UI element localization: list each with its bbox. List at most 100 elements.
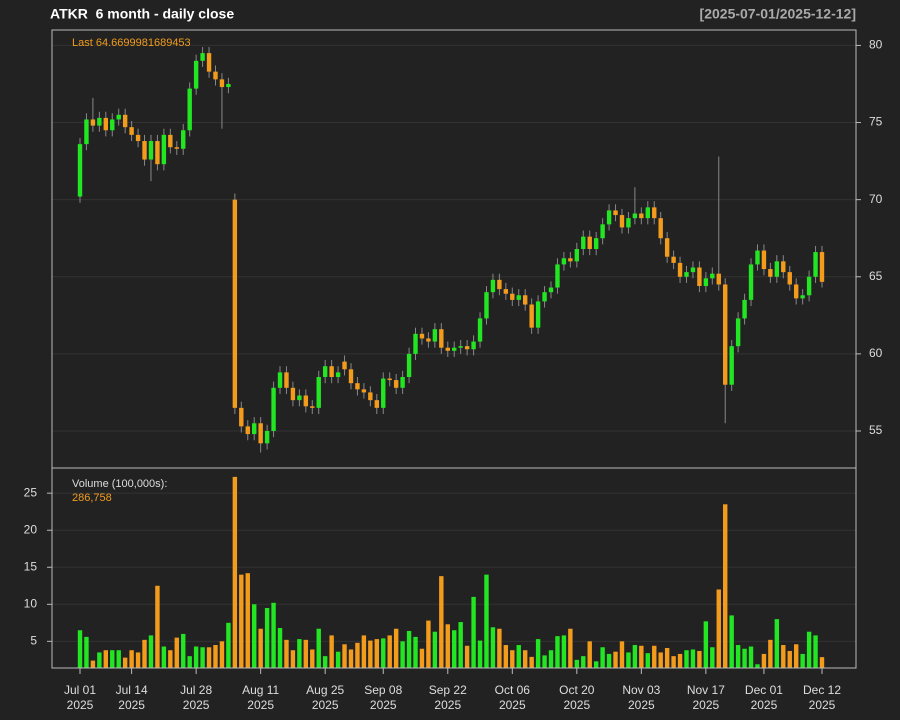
y-tick-label: 60	[869, 346, 883, 360]
x-tick-label: Sep 08	[364, 683, 402, 697]
candle-body	[90, 119, 96, 126]
volume-bar	[206, 647, 212, 668]
candle-body	[368, 392, 373, 401]
volume-bar	[387, 635, 392, 668]
volume-bar	[148, 635, 154, 668]
candle-body	[697, 267, 702, 287]
candle-body	[452, 347, 457, 351]
volume-bar	[529, 656, 534, 668]
marks	[77, 46, 825, 668]
candle-body	[297, 395, 302, 401]
volume-bar	[710, 647, 715, 668]
candle-body	[161, 134, 167, 165]
volume-bar	[316, 628, 321, 668]
candle-body	[729, 346, 734, 385]
x-tick-label: 2025	[693, 698, 720, 712]
volume-bar	[258, 628, 263, 668]
candle-body	[129, 127, 134, 135]
candle-body	[310, 406, 315, 408]
x-tick-label: Aug 11	[242, 683, 279, 697]
candle-body	[381, 378, 386, 408]
volume-bar	[342, 644, 347, 668]
candle-body	[258, 423, 263, 444]
candle-body	[781, 261, 786, 273]
volume-bar	[690, 649, 696, 668]
candle-body	[471, 341, 476, 350]
volume-bar	[735, 645, 741, 668]
y-tick-label: 20	[24, 522, 38, 536]
x-tick-label: 2025	[118, 698, 145, 712]
x-tick-label: 2025	[247, 698, 274, 712]
volume-bar	[497, 628, 502, 668]
x-tick-label: 2025	[183, 698, 210, 712]
candle-body	[284, 372, 289, 388]
candle-body	[690, 267, 696, 273]
candle-body	[645, 207, 650, 219]
volume-bar	[116, 650, 121, 668]
y-tick-label: 10	[24, 596, 38, 610]
x-tick-label: 2025	[628, 698, 655, 712]
volume-bar	[619, 641, 625, 668]
candle-body	[348, 369, 354, 384]
y-tick-label: 55	[869, 423, 883, 437]
candle-body	[419, 333, 425, 339]
candle-body	[110, 119, 115, 131]
candle-body	[413, 333, 418, 354]
candle-body	[168, 134, 173, 148]
candle-body	[684, 272, 689, 277]
volume-bar	[232, 476, 238, 668]
y-tick-label: 80	[869, 38, 883, 52]
volume-bar	[523, 650, 528, 668]
date-range: [2025-07-01/2025-12-12]	[700, 6, 856, 22]
candle-body	[819, 252, 825, 282]
candle-body	[484, 292, 489, 319]
candle-body	[148, 141, 154, 160]
candle-body	[406, 353, 412, 378]
volume-last: 286,758	[72, 492, 112, 504]
volume-bar	[755, 664, 760, 668]
volume-bar	[542, 655, 547, 668]
volume-bar	[600, 647, 605, 668]
candle-body	[77, 144, 83, 197]
volume-bar	[284, 639, 289, 668]
volume-bar	[761, 653, 767, 668]
volume-bar	[490, 627, 496, 668]
volume-bar	[290, 650, 296, 668]
candle-body	[735, 318, 741, 347]
volume-bar	[645, 653, 650, 668]
volume-bar	[187, 656, 192, 668]
volume-bar	[90, 660, 96, 668]
candle-body	[277, 372, 283, 388]
candle-body	[490, 279, 496, 293]
candle-body	[761, 250, 767, 270]
candle-body	[439, 329, 444, 348]
volume-bar	[503, 645, 509, 668]
volume-bar	[632, 645, 638, 668]
volume-bar	[432, 631, 438, 668]
volume-bar	[781, 645, 786, 668]
candle-body	[97, 117, 102, 126]
candle-body	[335, 372, 341, 378]
candle-body	[374, 400, 379, 408]
volume-bar	[110, 650, 115, 668]
candle-body	[84, 119, 89, 145]
volume-label: Volume (100,000s):	[72, 478, 167, 490]
candle-body	[548, 287, 554, 293]
x-tick-label: Jul 01	[64, 683, 96, 697]
volume-bar	[239, 574, 244, 668]
candle-body	[329, 366, 334, 378]
candle-body	[619, 215, 625, 228]
x-tick-label: Oct 20	[559, 683, 595, 697]
candle-body	[252, 423, 257, 435]
candle-body	[658, 218, 663, 239]
candle-body	[303, 395, 309, 407]
x-tick-label: Dec 12	[803, 683, 841, 697]
candle-body	[593, 238, 599, 249]
volume-bar	[122, 657, 128, 668]
x-tick-label: Sep 22	[429, 683, 467, 697]
volume-bar	[277, 628, 283, 668]
candle-body	[568, 258, 573, 262]
candle-body	[710, 273, 715, 279]
volume-bar	[658, 652, 663, 668]
candle-body	[632, 213, 638, 219]
